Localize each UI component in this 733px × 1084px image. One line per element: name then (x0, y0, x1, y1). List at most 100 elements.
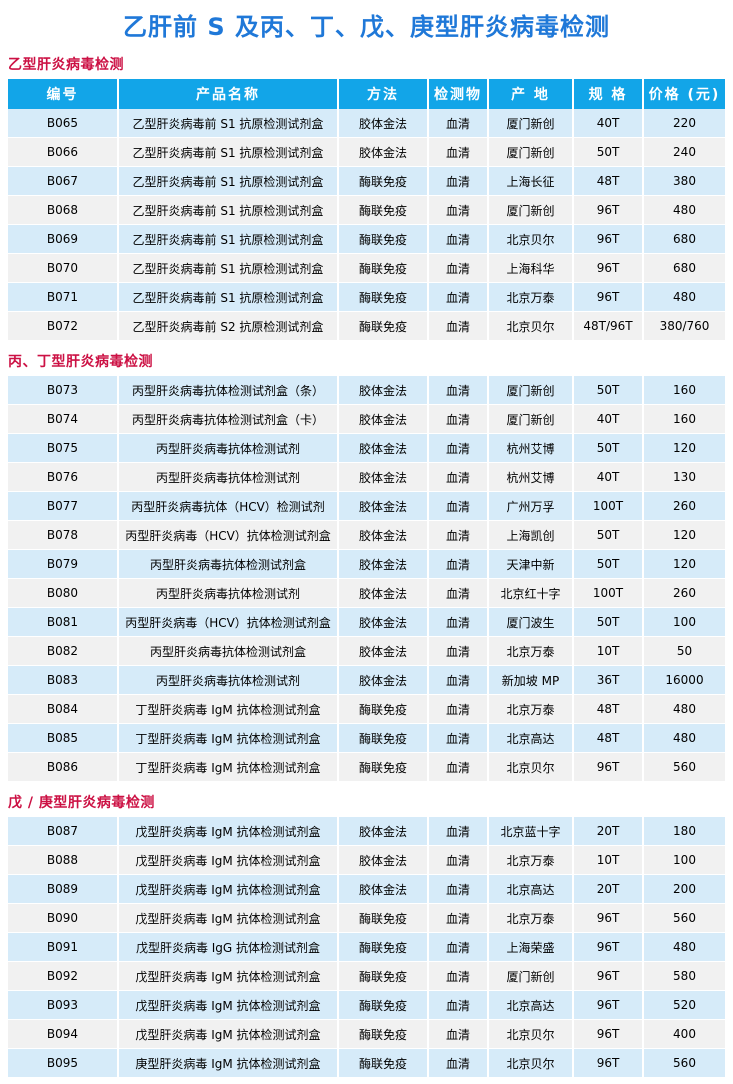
cell-code: B070 (8, 253, 119, 283)
cell-price: 220 (643, 109, 725, 138)
cell-method: 胶体金法 (338, 874, 429, 904)
table-row[interactable]: B077 丙型肝炎病毒抗体（HCV）检测试剂 胶体金法 血清 广州万孚 100T 260 (8, 491, 725, 521)
table-row[interactable]: B069 乙型肝炎病毒前 S1 抗原检测试剂盒 酶联免疫 血清 北京贝尔 96T 680 (8, 224, 725, 254)
cell-spec: 100T (573, 578, 644, 608)
cell-method: 酶联免疫 (338, 166, 429, 196)
table-row[interactable]: B071 乙型肝炎病毒前 S1 抗原检测试剂盒 酶联免疫 血清 北京万泰 96T 480 (8, 282, 725, 312)
table-row[interactable]: B066 乙型肝炎病毒前 S1 抗原检测试剂盒 胶体金法 血清 厦门新创 50T 240 (8, 137, 725, 167)
cell-sample: 血清 (428, 1019, 489, 1049)
table-row[interactable]: B065 乙型肝炎病毒前 S1 抗原检测试剂盒 胶体金法 血清 厦门新创 40T 220 (8, 109, 725, 138)
cell-origin: 北京贝尔 (488, 311, 574, 341)
table-row[interactable]: B081 丙型肝炎病毒（HCV）抗体检测试剂盒 胶体金法 血清 厦门波生 50T 100 (8, 607, 725, 637)
cell-price: 560 (643, 752, 725, 782)
cell-spec: 96T (573, 961, 644, 991)
cell-method: 胶体金法 (338, 137, 429, 167)
cell-code: B089 (8, 874, 119, 904)
cell-method: 酶联免疫 (338, 195, 429, 225)
cell-name: 乙型肝炎病毒前 S1 抗原检测试剂盒 (118, 224, 339, 254)
cell-price: 400 (643, 1019, 725, 1049)
cell-spec: 40T (573, 462, 644, 492)
page-title: 乙肝前 S 及丙、丁、戊、庚型肝炎病毒检测 (123, 13, 610, 41)
cell-name: 丙型肝炎病毒抗体检测试剂盒（条） (118, 376, 339, 405)
cell-spec: 96T (573, 903, 644, 933)
cell-spec: 96T (573, 1019, 644, 1049)
table-row[interactable]: B067 乙型肝炎病毒前 S1 抗原检测试剂盒 酶联免疫 血清 上海长征 48T 380 (8, 166, 725, 196)
cell-method: 酶联免疫 (338, 311, 429, 341)
cell-spec: 100T (573, 491, 644, 521)
table-row[interactable]: B078 丙型肝炎病毒（HCV）抗体检测试剂盒 胶体金法 血清 上海凯创 50T 120 (8, 520, 725, 550)
cell-code: B068 (8, 195, 119, 225)
cell-spec: 96T (573, 282, 644, 312)
cell-spec: 50T (573, 607, 644, 637)
cell-sample: 血清 (428, 282, 489, 312)
table-row[interactable]: B076 丙型肝炎病毒抗体检测试剂 胶体金法 血清 杭州艾博 40T 130 (8, 462, 725, 492)
cell-sample: 血清 (428, 1048, 489, 1078)
cell-name: 丙型肝炎病毒抗体检测试剂 (118, 665, 339, 695)
table-row[interactable]: B070 乙型肝炎病毒前 S1 抗原检测试剂盒 酶联免疫 血清 上海科华 96T 680 (8, 253, 725, 283)
table-row[interactable]: B068 乙型肝炎病毒前 S1 抗原检测试剂盒 酶联免疫 血清 厦门新创 96T 480 (8, 195, 725, 225)
table-row[interactable]: B080 丙型肝炎病毒抗体检测试剂 胶体金法 血清 北京红十字 100T 260 (8, 578, 725, 608)
cell-code: B077 (8, 491, 119, 521)
table-row[interactable]: B082 丙型肝炎病毒抗体检测试剂盒 胶体金法 血清 北京万泰 10T 50 (8, 636, 725, 666)
cell-name: 丙型肝炎病毒抗体检测试剂盒（卡） (118, 404, 339, 434)
cell-price: 480 (643, 723, 725, 753)
column-header-price: 价格 (元) (643, 79, 725, 109)
cell-origin: 北京高达 (488, 723, 574, 753)
table-row[interactable]: B084 丁型肝炎病毒 IgM 抗体检测试剂盒 酶联免疫 血清 北京万泰 48T 480 (8, 694, 725, 724)
column-header-name: 产品名称 (118, 79, 339, 109)
table-row[interactable]: B073 丙型肝炎病毒抗体检测试剂盒（条） 胶体金法 血清 厦门新创 50T 160 (8, 376, 725, 405)
cell-sample: 血清 (428, 607, 489, 637)
cell-sample: 血清 (428, 723, 489, 753)
cell-code: B069 (8, 224, 119, 254)
table-row[interactable]: B089 戊型肝炎病毒 IgM 抗体检测试剂盒 胶体金法 血清 北京高达 20T 200 (8, 874, 725, 904)
table-row[interactable]: B079 丙型肝炎病毒抗体检测试剂盒 胶体金法 血清 天津中新 50T 120 (8, 549, 725, 579)
cell-name: 戊型肝炎病毒 IgM 抗体检测试剂盒 (118, 903, 339, 933)
cell-origin: 天津中新 (488, 549, 574, 579)
cell-origin: 北京万泰 (488, 636, 574, 666)
table-row[interactable]: B091 戊型肝炎病毒 IgG 抗体检测试剂盒 酶联免疫 血清 上海荣盛 96T 480 (8, 932, 725, 962)
cell-sample: 血清 (428, 311, 489, 341)
cell-method: 酶联免疫 (338, 282, 429, 312)
table-row[interactable]: B074 丙型肝炎病毒抗体检测试剂盒（卡） 胶体金法 血清 厦门新创 40T 160 (8, 404, 725, 434)
cell-code: B075 (8, 433, 119, 463)
cell-origin: 上海荣盛 (488, 932, 574, 962)
cell-name: 丙型肝炎病毒抗体检测试剂盒 (118, 549, 339, 579)
table-row[interactable]: B086 丁型肝炎病毒 IgM 抗体检测试剂盒 酶联免疫 血清 北京贝尔 96T 560 (8, 752, 725, 782)
cell-code: B082 (8, 636, 119, 666)
cell-method: 胶体金法 (338, 607, 429, 637)
cell-code: B083 (8, 665, 119, 695)
cell-origin: 杭州艾博 (488, 462, 574, 492)
cell-price: 120 (643, 520, 725, 550)
cell-origin: 新加坡 MP (488, 665, 574, 695)
table-row[interactable]: B088 戊型肝炎病毒 IgM 抗体检测试剂盒 胶体金法 血清 北京万泰 10T 100 (8, 845, 725, 875)
cell-origin: 厦门新创 (488, 109, 574, 138)
cell-method: 酶联免疫 (338, 694, 429, 724)
table-row[interactable]: B072 乙型肝炎病毒前 S2 抗原检测试剂盒 酶联免疫 血清 北京贝尔 48T/96T 3… (8, 311, 725, 341)
cell-spec: 36T (573, 665, 644, 695)
cell-price: 380/760 (643, 311, 725, 341)
cell-sample: 血清 (428, 636, 489, 666)
cell-origin: 北京蓝十字 (488, 817, 574, 846)
table-row[interactable]: B085 丁型肝炎病毒 IgM 抗体检测试剂盒 酶联免疫 血清 北京高达 48T 480 (8, 723, 725, 753)
table-row[interactable]: B075 丙型肝炎病毒抗体检测试剂 胶体金法 血清 杭州艾博 50T 120 (8, 433, 725, 463)
cell-spec: 96T (573, 932, 644, 962)
product-table: B087 戊型肝炎病毒 IgM 抗体检测试剂盒 胶体金法 血清 北京蓝十字 20T 180 B… (8, 817, 725, 1078)
cell-code: B076 (8, 462, 119, 492)
cell-price: 260 (643, 491, 725, 521)
cell-origin: 杭州艾博 (488, 433, 574, 463)
cell-price: 560 (643, 903, 725, 933)
column-header-code: 编号 (8, 79, 119, 109)
cell-method: 酶联免疫 (338, 990, 429, 1020)
table-row[interactable]: B092 戊型肝炎病毒 IgM 抗体检测试剂盒 酶联免疫 血清 厦门新创 96T 580 (8, 961, 725, 991)
cell-origin: 广州万孚 (488, 491, 574, 521)
table-row[interactable]: B095 庚型肝炎病毒 IgM 抗体检测试剂盒 酶联免疫 血清 北京贝尔 96T 560 (8, 1048, 725, 1078)
cell-code: B091 (8, 932, 119, 962)
cell-price: 560 (643, 1048, 725, 1078)
cell-price: 160 (643, 376, 725, 405)
cell-sample: 血清 (428, 752, 489, 782)
table-row[interactable]: B093 戊型肝炎病毒 IgM 抗体检测试剂盒 酶联免疫 血清 北京高达 96T 520 (8, 990, 725, 1020)
table-row[interactable]: B094 戊型肝炎病毒 IgM 抗体检测试剂盒 酶联免疫 血清 北京贝尔 96T 400 (8, 1019, 725, 1049)
table-row[interactable]: B087 戊型肝炎病毒 IgM 抗体检测试剂盒 胶体金法 血清 北京蓝十字 20T 180 (8, 817, 725, 846)
table-row[interactable]: B083 丙型肝炎病毒抗体检测试剂 胶体金法 血清 新加坡 MP 36T 16000 (8, 665, 725, 695)
table-row[interactable]: B090 戊型肝炎病毒 IgM 抗体检测试剂盒 酶联免疫 血清 北京万泰 96T 560 (8, 903, 725, 933)
